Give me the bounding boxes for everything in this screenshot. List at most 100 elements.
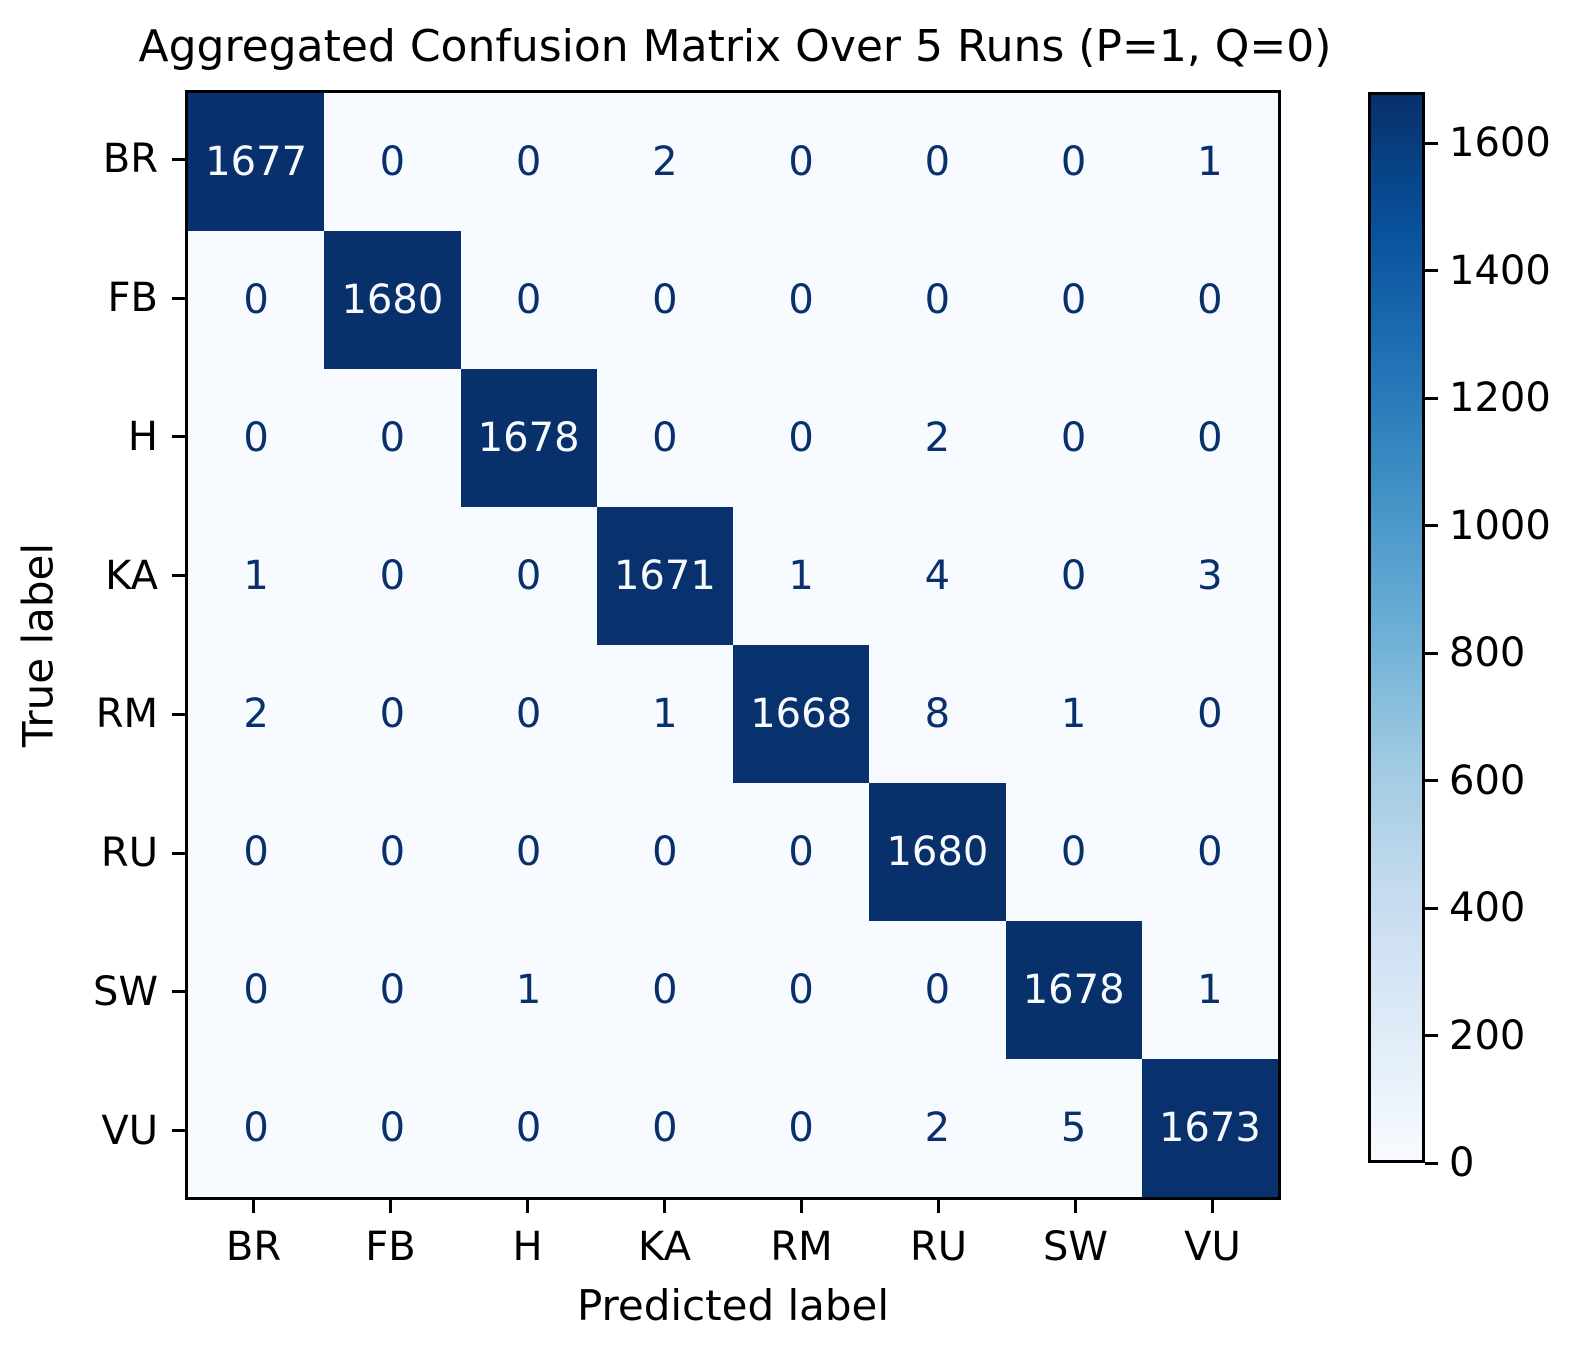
matrix-cell: 0 — [460, 93, 597, 231]
colorbar-tick-label: 1200 — [1449, 375, 1551, 421]
x-tick-label: VU — [1184, 1224, 1241, 1270]
x-tick-label: RU — [909, 1224, 968, 1270]
matrix-cell: 0 — [188, 369, 325, 507]
y-tick-mark — [172, 157, 185, 161]
y-tick-label: RU — [100, 830, 158, 877]
matrix-cell: 3 — [1141, 507, 1278, 645]
x-tick-label: BR — [225, 1224, 282, 1270]
y-tick-mark — [172, 1129, 185, 1133]
matrix-cell: 0 — [460, 783, 597, 921]
y-tick-mark — [172, 851, 185, 855]
y-tick-mark — [172, 712, 185, 716]
matrix-cell: 2 — [188, 645, 325, 783]
colorbar-tick-label: 200 — [1449, 1012, 1526, 1059]
x-tick-label: SW — [1043, 1224, 1108, 1270]
matrix-cell: 1 — [596, 645, 733, 783]
matrix-cell: 0 — [596, 231, 733, 369]
y-tick-label: KA — [105, 552, 158, 599]
matrix-cell: 0 — [324, 645, 461, 783]
matrix-cell: 0 — [1005, 93, 1142, 231]
matrix-cell: 0 — [1005, 231, 1142, 369]
colorbar-tick-label: 1000 — [1449, 502, 1551, 549]
matrix-cell: 2 — [869, 1059, 1006, 1197]
matrix-cell: 1 — [733, 507, 870, 645]
colorbar-tick-mark — [1425, 1161, 1438, 1165]
matrix-cell: 0 — [733, 93, 870, 231]
matrix-cell: 0 — [1141, 783, 1278, 921]
matrix-cell: 0 — [324, 1059, 461, 1197]
matrix-cell: 0 — [596, 921, 733, 1059]
matrix-cell: 0 — [596, 783, 733, 921]
matrix-cell: 0 — [460, 231, 597, 369]
matrix-cell: 0 — [1141, 645, 1278, 783]
matrix-cell: 0 — [188, 921, 325, 1059]
matrix-cell: 0 — [596, 369, 733, 507]
matrix-cell: 1668 — [733, 645, 870, 783]
matrix-cell: 0 — [1141, 231, 1278, 369]
matrix-cell: 0 — [1005, 507, 1142, 645]
x-tick-mark — [252, 1200, 255, 1213]
matrix-cell: 1678 — [460, 369, 597, 507]
matrix-cell: 0 — [188, 783, 325, 921]
matrix-cell: 1673 — [1141, 1059, 1278, 1197]
y-tick-mark — [172, 574, 185, 578]
x-tick-mark — [526, 1200, 529, 1213]
colorbar-tick-label: 600 — [1449, 757, 1526, 804]
x-tick-label: RM — [770, 1224, 833, 1270]
matrix-cell: 1 — [188, 507, 325, 645]
x-axis-label: Predicted label — [576, 1281, 890, 1330]
matrix-cell: 0 — [188, 231, 325, 369]
matrix-cell: 0 — [596, 1059, 733, 1197]
colorbar-tick-mark — [1425, 1034, 1438, 1037]
matrix-cell: 0 — [324, 369, 461, 507]
matrix-cell: 0 — [869, 921, 1006, 1059]
matrix-cell: 0 — [460, 645, 597, 783]
matrix-cell: 0 — [733, 921, 870, 1059]
colorbar — [1368, 92, 1425, 1163]
matrix-cell: 8 — [869, 645, 1006, 783]
matrix-cell: 1 — [1141, 921, 1278, 1059]
matrix-cell: 0 — [1141, 369, 1278, 507]
matrix-cell: 1677 — [188, 93, 325, 231]
y-tick-label: FB — [107, 275, 158, 322]
chart-title: Aggregated Confusion Matrix Over 5 Runs … — [138, 21, 1332, 72]
x-tick-label: KA — [638, 1224, 691, 1270]
y-tick-label: VU — [101, 1107, 158, 1154]
matrix-cell: 0 — [733, 369, 870, 507]
matrix-cell: 1 — [1005, 645, 1142, 783]
matrix-cell: 0 — [1005, 369, 1142, 507]
matrix-cell: 0 — [460, 1059, 597, 1197]
matrix-cell: 2 — [596, 93, 733, 231]
matrix-cell: 1 — [1141, 93, 1278, 231]
matrix-cell: 2 — [869, 369, 1006, 507]
matrix-cell: 1671 — [596, 507, 733, 645]
colorbar-tick-label: 400 — [1449, 885, 1526, 931]
matrix-cell: 1678 — [1005, 921, 1142, 1059]
y-tick-mark — [172, 296, 185, 300]
matrix-cell: 0 — [733, 231, 870, 369]
x-tick-label: H — [512, 1224, 543, 1270]
y-tick-mark — [172, 990, 185, 994]
matrix-cell: 0 — [324, 783, 461, 921]
colorbar-tick-label: 1400 — [1449, 247, 1551, 294]
y-tick-label: SW — [93, 968, 158, 1015]
x-tick-mark — [663, 1200, 666, 1213]
x-tick-label: FB — [365, 1224, 416, 1270]
colorbar-tick-label: 1600 — [1449, 120, 1551, 166]
x-tick-mark — [937, 1200, 940, 1213]
y-tick-mark — [172, 435, 185, 439]
colorbar-tick-mark — [1425, 141, 1438, 145]
matrix-cell: 0 — [324, 921, 461, 1059]
colorbar-tick-label: 800 — [1449, 630, 1526, 676]
matrix-cell: 1680 — [869, 783, 1006, 921]
matrix-cell: 0 — [188, 1059, 325, 1197]
matrix-cell: 0 — [733, 1059, 870, 1197]
matrix-cell: 5 — [1005, 1059, 1142, 1197]
colorbar-tick-mark — [1425, 524, 1438, 527]
colorbar-tick-mark — [1425, 779, 1438, 782]
matrix-cell: 0 — [869, 231, 1006, 369]
colorbar-tick-mark — [1425, 651, 1438, 655]
y-tick-label: RM — [95, 691, 158, 738]
colorbar-tick-mark — [1425, 396, 1438, 400]
